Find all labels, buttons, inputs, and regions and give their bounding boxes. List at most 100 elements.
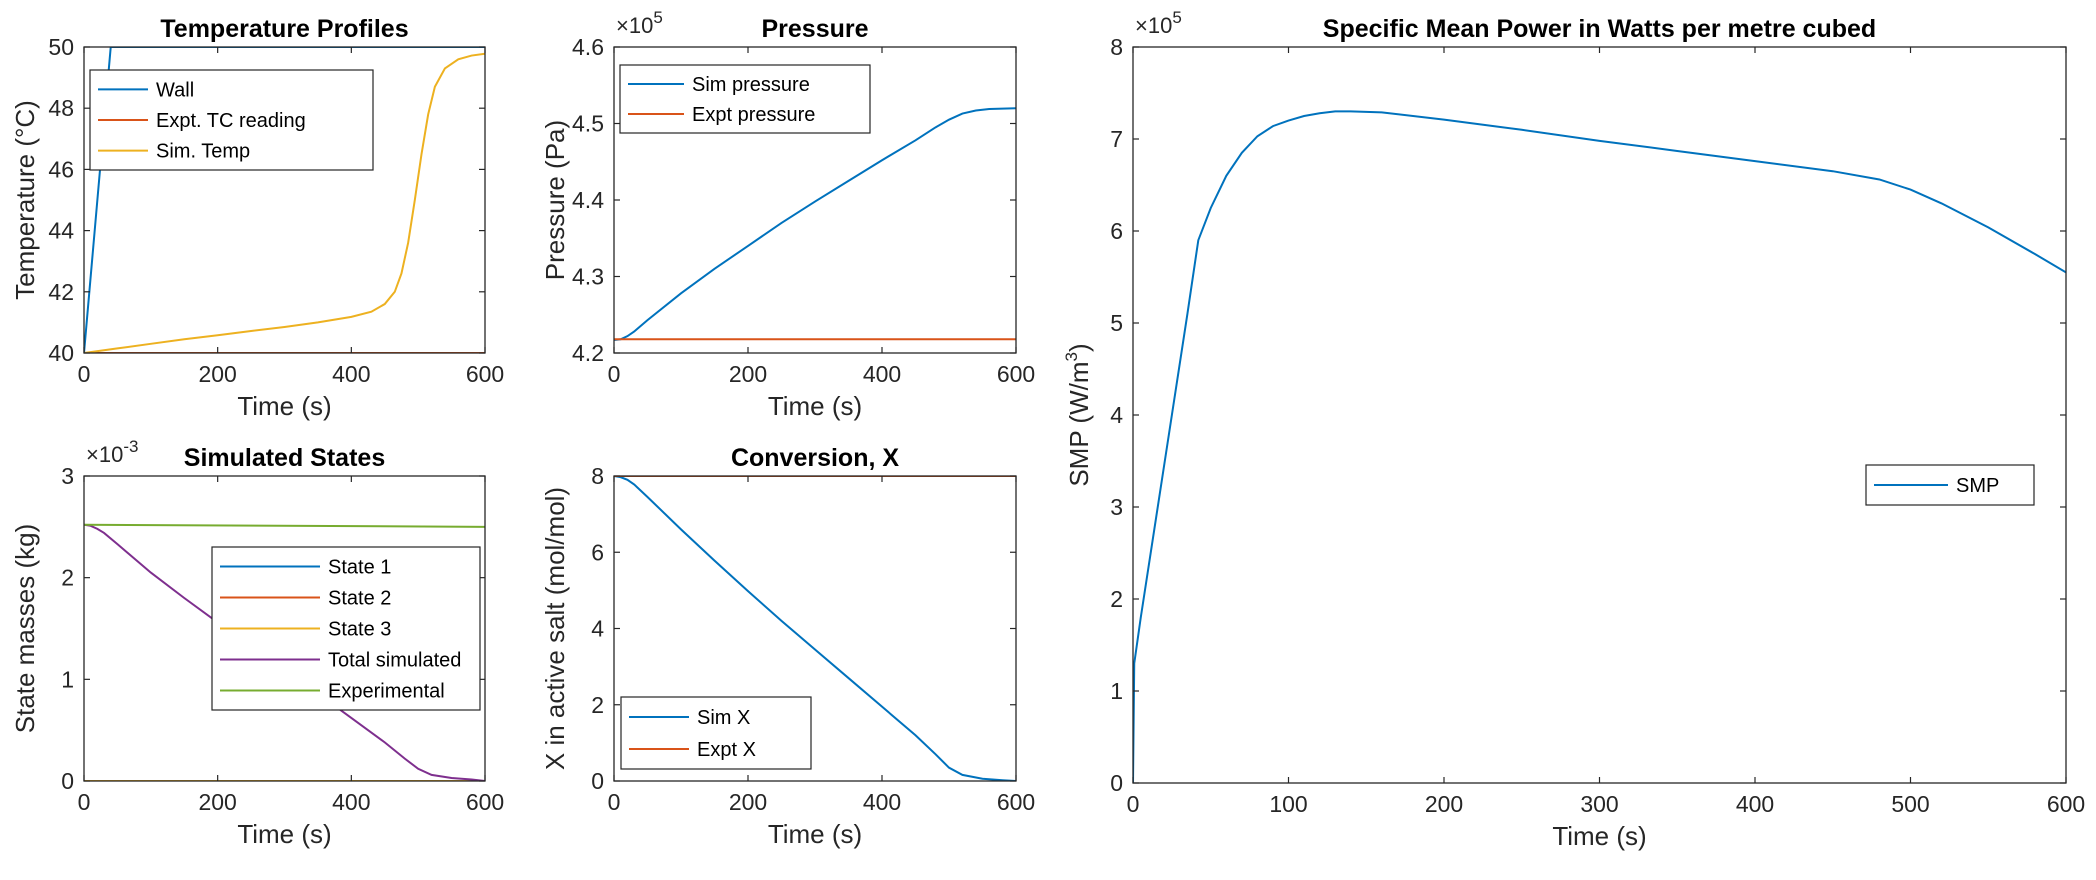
series-line-sim-temp: [84, 52, 485, 353]
y-tick-label: 3: [61, 463, 74, 489]
x-tick-label: 200: [198, 789, 236, 815]
legend: Sim X Expt X: [620, 696, 812, 770]
x-tick-label: 0: [1127, 791, 1140, 817]
legend: Sim pressure Expt pressure: [619, 64, 871, 134]
axes-box: [83, 46, 486, 354]
x-axis-label: Time (s): [237, 391, 331, 421]
y-tick-label: 2: [61, 565, 74, 591]
legend-label: Total simulated: [328, 650, 461, 672]
y-tick-label: 6: [1110, 218, 1123, 244]
x-tick-label: 600: [2047, 791, 2085, 817]
y-tick-label: 2: [1110, 586, 1123, 612]
legend-label: State 2: [328, 588, 391, 610]
x-tick-label: 600: [997, 789, 1035, 815]
x-tick-label: 600: [997, 361, 1035, 387]
x-tick-label: 200: [729, 361, 767, 387]
y-axis-label: Temperature (°C): [10, 100, 40, 300]
y-tick-label: 4.4: [572, 187, 604, 213]
legend-label: Sim. Temp: [156, 141, 250, 163]
x-tick-label: 200: [198, 361, 236, 387]
legend-label: Expt pressure: [692, 104, 815, 126]
y-tick-label: 4: [591, 616, 604, 642]
x-tick-label: 500: [1891, 791, 1929, 817]
axes-box: [83, 475, 486, 782]
y-tick-label: 4: [1110, 402, 1123, 428]
legend-label: Experimental: [328, 681, 445, 703]
x-tick-label: 600: [466, 789, 504, 815]
x-tick-label: 400: [332, 361, 370, 387]
axis-exponent: ×105: [616, 8, 663, 38]
y-tick-label: 8: [1110, 34, 1123, 60]
axis-exponent: ×105: [1135, 8, 1182, 38]
x-tick-label: 400: [863, 789, 901, 815]
x-tick-label: 0: [608, 789, 621, 815]
y-tick-label: 0: [1110, 770, 1123, 796]
legend: State 1 State 2 State 3 Total simulated Expe…: [211, 546, 481, 711]
legend-label: Wall: [156, 79, 194, 101]
chart-temp: 0 200 400 600 40 42 44 46 48 50 Temperature Profil…: [10, 15, 504, 421]
x-axis-label: Time (s): [768, 391, 862, 421]
chart-title: Conversion, X: [731, 444, 899, 472]
legend-label: Expt. TC reading: [156, 110, 306, 132]
legend-label: SMP: [1956, 475, 1999, 497]
y-tick-label: 4.3: [572, 264, 604, 290]
y-tick-label: 42: [48, 279, 74, 305]
chart-conversion: 0 200 400 600 0 2 4 6 8 Conversion, X Time (s) X in…: [540, 444, 1035, 849]
x-tick-label: 200: [1425, 791, 1463, 817]
legend-label: Sim pressure: [692, 74, 810, 96]
y-tick-label: 8: [591, 463, 604, 489]
y-tick-label: 40: [48, 340, 74, 366]
y-tick-label: 1: [1110, 678, 1123, 704]
x-tick-label: 400: [332, 789, 370, 815]
x-tick-label: 300: [1580, 791, 1618, 817]
y-tick-label: 4.2: [572, 340, 604, 366]
chart-title: Simulated States: [184, 444, 385, 472]
axis-exponent: ×10-3: [86, 437, 138, 467]
y-tick-label: 48: [48, 95, 74, 121]
y-tick-label: 44: [48, 218, 74, 244]
chart-title: Specific Mean Power in Watts per metre c…: [1323, 15, 1876, 43]
legend-label: State 3: [328, 619, 391, 641]
y-axis-label: Pressure (Pa): [540, 120, 570, 280]
y-tick-label: 5: [1110, 310, 1123, 336]
x-axis-label: Time (s): [1552, 821, 1646, 851]
chart-states: 0 200 400 600 0 1 2 3 Simulated States Time (s) St…: [10, 437, 504, 849]
x-axis-label: Time (s): [768, 819, 862, 849]
x-tick-label: 600: [466, 361, 504, 387]
x-tick-label: 0: [78, 789, 91, 815]
series-line-wall: [84, 47, 485, 353]
x-tick-label: 0: [78, 361, 91, 387]
legend: SMP: [1865, 464, 2035, 506]
series-line-experimental: [84, 523, 485, 528]
legend-label: Sim X: [697, 707, 750, 729]
legend: Wall Expt. TC reading Sim. Temp: [89, 69, 374, 171]
chart-smp: 0 100 200 300 400 500 600 0 1 2 3 4 5 6 7 8 Specific Mea…: [1062, 8, 2085, 851]
series-line-sim-x: [614, 476, 1016, 781]
y-tick-label: 6: [591, 539, 604, 565]
y-tick-label: 0: [591, 768, 604, 794]
y-tick-label: 50: [48, 34, 74, 60]
x-axis-label: Time (s): [237, 819, 331, 849]
series-line-sim-pressure: [614, 107, 1016, 341]
series-line-smp: [1133, 110, 2066, 783]
x-tick-label: 200: [729, 789, 767, 815]
y-tick-label: 2: [591, 692, 604, 718]
plot-area: [1133, 47, 2066, 783]
chart-pressure: 0 200 400 600 4.2 4.3 4.4 4.5 4.6 Pressure Time (s…: [540, 8, 1035, 421]
y-axis-label: X in active salt (mol/mol): [540, 487, 570, 770]
y-tick-label: 4.6: [572, 34, 604, 60]
y-tick-label: 3: [1110, 494, 1123, 520]
y-tick-label: 0: [61, 768, 74, 794]
chart-title: Pressure: [761, 15, 868, 43]
legend-label: State 1: [328, 557, 391, 579]
x-tick-label: 0: [608, 361, 621, 387]
y-tick-label: 46: [48, 156, 74, 182]
x-tick-label: 400: [863, 361, 901, 387]
y-tick-label: 7: [1110, 126, 1123, 152]
x-tick-label: 400: [1736, 791, 1774, 817]
legend-label: Expt X: [697, 739, 756, 761]
y-axis-label: State masses (kg): [10, 524, 40, 734]
y-tick-label: 4.5: [572, 111, 604, 137]
x-tick-label: 100: [1269, 791, 1307, 817]
